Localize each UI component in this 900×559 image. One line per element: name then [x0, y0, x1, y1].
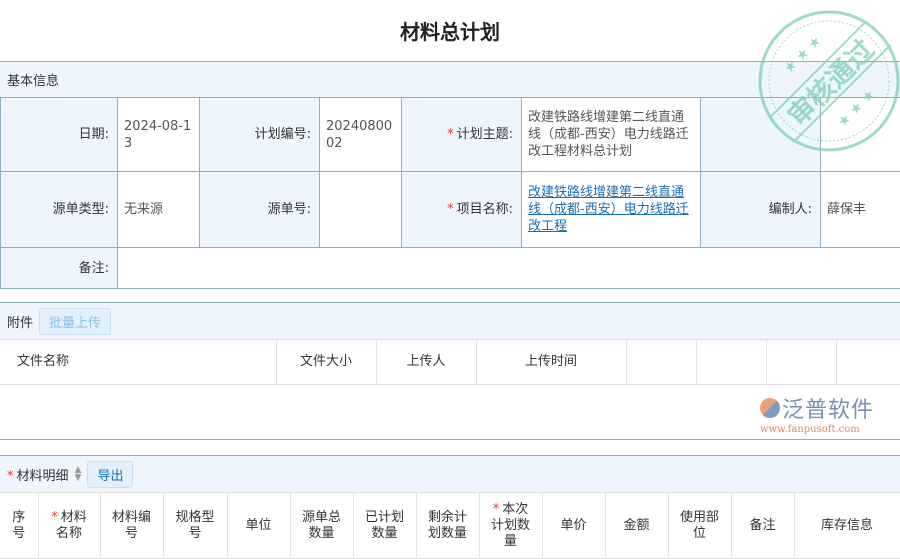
column-label: 备注: [749, 518, 775, 533]
column-label: 单价: [560, 518, 586, 533]
remark-label: 备注:: [1, 248, 118, 289]
required-mark: *: [447, 127, 454, 142]
column-label: 序号: [12, 510, 25, 541]
source-type-label: 源单类型:: [1, 172, 118, 248]
materials-column-header: 备注: [731, 493, 794, 559]
column-label: 剩余计划数量: [428, 510, 467, 541]
materials-column-header: 库存信息: [794, 493, 900, 559]
materials-column-header: 已计划数量: [353, 493, 416, 559]
basic-info-title: 基本信息: [7, 70, 59, 89]
page-title: 材料总计划: [0, 16, 900, 45]
date-value[interactable]: 2024-08-13: [118, 98, 200, 172]
column-label: 材料编号: [112, 510, 151, 541]
author-label: 编制人:: [701, 172, 821, 248]
materials-column-header: 序号: [0, 493, 38, 559]
watermark-brand: 泛普软件: [782, 392, 874, 424]
attachments-header: 附件 批量上传: [0, 302, 900, 339]
materials-header: *材料明细 ▲▼ 导出: [0, 455, 900, 492]
basic-info-header: 基本信息: [0, 61, 900, 97]
watermark-url: www.fanpusoft.com: [760, 424, 874, 435]
materials-table: 序号*材料名称材料编号规格型号单位源单总数量已计划数量剩余计划数量*本次计划数量…: [0, 492, 900, 559]
logo-icon: [760, 398, 780, 418]
attachments-title: 附件: [7, 312, 33, 331]
export-button[interactable]: 导出: [87, 461, 133, 488]
required-mark: *: [493, 502, 500, 517]
attachments-column-header: 文件名称: [0, 340, 276, 385]
project-link[interactable]: 改建铁路线增建第二线直通线（成都-西安）电力线路迁改工程: [528, 185, 689, 234]
column-label: 规格型号: [175, 510, 214, 541]
materials-column-header: 金额: [605, 493, 668, 559]
plan-no-label: 计划编号:: [200, 98, 320, 172]
materials-column-header: 剩余计划数量: [416, 493, 479, 559]
column-label: 库存信息: [821, 518, 873, 533]
column-label: 已计划数量: [365, 510, 404, 541]
empty-cell: [821, 98, 900, 172]
subject-label: *计划主题:: [402, 98, 522, 172]
materials-column-header: 使用部位: [668, 493, 731, 559]
attachments-column-header: 上传时间: [476, 340, 626, 385]
empty-cell: [701, 98, 821, 172]
source-no-label: 源单号:: [200, 172, 320, 248]
batch-upload-button[interactable]: 批量上传: [39, 308, 111, 335]
attachments-column-header: 上传人: [376, 340, 476, 385]
materials-column-header: 源单总数量: [290, 493, 353, 559]
attachments-column-header: [626, 340, 696, 385]
subject-value[interactable]: 改建铁路线增建第二线直通线（成都-西安）电力线路迁改工程材料总计划: [522, 98, 701, 172]
remark-value[interactable]: [118, 248, 900, 289]
sort-icon[interactable]: ▲▼: [75, 466, 82, 482]
column-label: 单位: [245, 518, 271, 533]
attachments-column-header: 文件大小: [276, 340, 376, 385]
column-label: 金额: [623, 518, 649, 533]
attachments-column-header: [836, 340, 900, 385]
materials-title: *材料明细: [7, 465, 69, 484]
date-label: 日期:: [1, 98, 118, 172]
divider: [0, 439, 900, 440]
materials-column-header: 规格型号: [163, 493, 227, 559]
attachments-column-header: [696, 340, 766, 385]
source-no-value[interactable]: [320, 172, 402, 248]
materials-column-header: 单位: [227, 493, 290, 559]
author-value[interactable]: 薛保丰: [821, 172, 900, 248]
required-mark: *: [447, 202, 454, 217]
source-type-value[interactable]: 无来源: [118, 172, 200, 248]
materials-column-header: *材料名称: [38, 493, 100, 559]
materials-column-header: 单价: [542, 493, 605, 559]
materials-column-header: *本次计划数量: [479, 493, 542, 559]
watermark-logo: 泛普软件 www.fanpusoft.com: [760, 392, 874, 435]
column-label: 源单总数量: [302, 510, 341, 541]
column-label: 材料名称: [56, 510, 87, 541]
attachments-column-header: [766, 340, 836, 385]
project-label: *项目名称:: [402, 172, 522, 248]
materials-column-header: 材料编号: [100, 493, 163, 559]
attachments-table: 文件名称文件大小上传人上传时间: [0, 339, 900, 385]
required-mark: *: [51, 510, 58, 525]
column-label: 使用部位: [680, 510, 719, 541]
basic-info-form: 日期: 2024-08-13 计划编号: 2024080002 *计划主题: 改…: [0, 97, 900, 289]
plan-no-value[interactable]: 2024080002: [320, 98, 402, 172]
